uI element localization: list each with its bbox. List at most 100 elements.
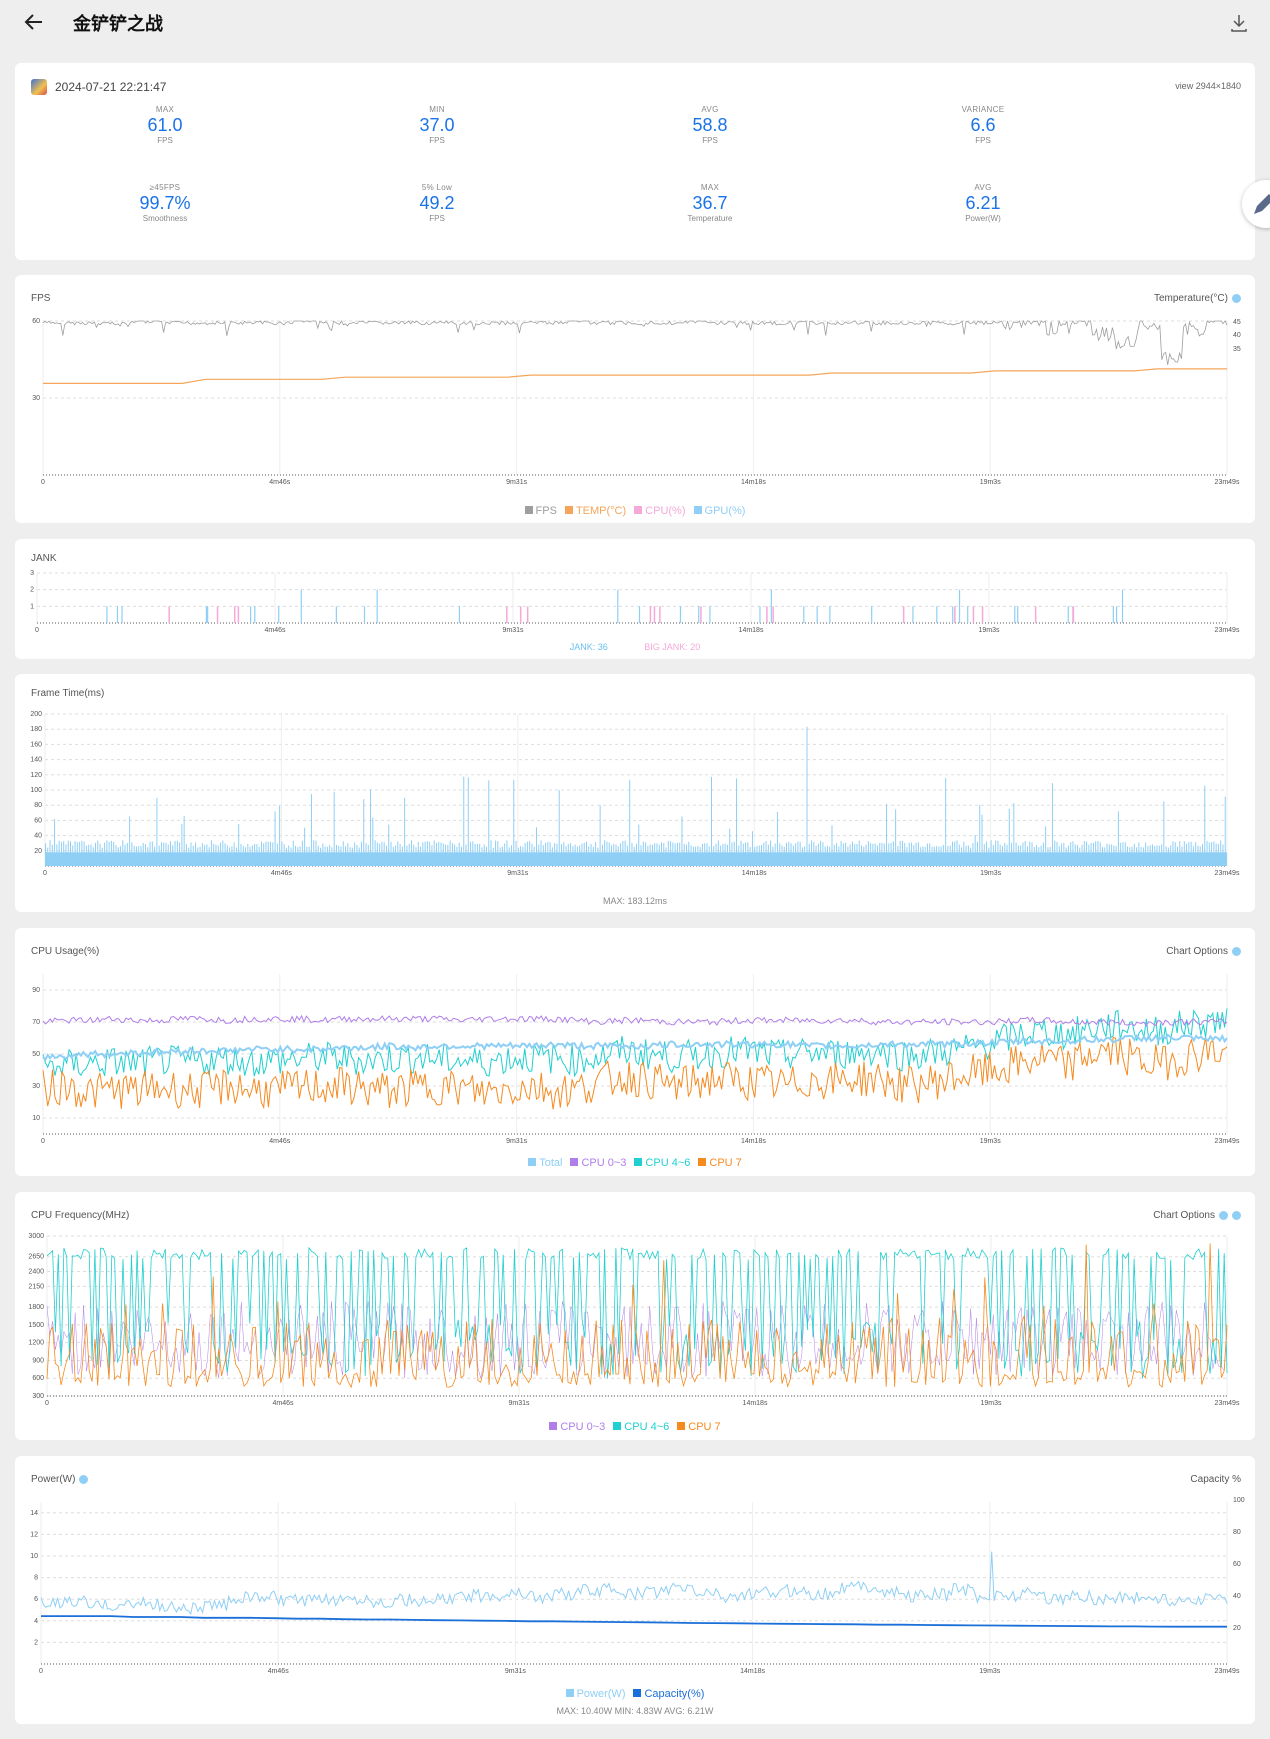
frametime-bar: [1165, 846, 1167, 866]
y-tick-label: 30: [32, 1083, 40, 1090]
metric-value: 37.0: [419, 115, 455, 135]
legend-item[interactable]: Power(W): [565, 1688, 625, 1700]
frametime-bar: [481, 847, 483, 866]
frametime-max: MAX: 183.12ms: [602, 896, 668, 906]
x-tick-label: 14m18s: [741, 1138, 766, 1145]
frametime-bar: [145, 844, 147, 866]
frametime-bar: [647, 845, 649, 866]
x-tick-label: 14m18s: [740, 1668, 765, 1675]
frametime-bar: [288, 845, 290, 866]
frametime-bar: [686, 844, 688, 866]
legend-item[interactable]: CPU 4~6: [634, 1157, 690, 1169]
frametime-bar: [1133, 843, 1135, 866]
frametime-bar: [131, 842, 133, 866]
frametime-bar: [367, 844, 369, 866]
frametime-bar: [576, 846, 578, 866]
frametime-bar: [776, 811, 778, 866]
legend-item[interactable]: CPU 7: [698, 1157, 742, 1169]
frametime-bar: [706, 843, 708, 866]
legend-item[interactable]: CPU 7: [677, 1421, 721, 1433]
frametime-bar: [263, 843, 265, 866]
frametime-bar: [920, 847, 922, 866]
fps-legend: FPS TEMP(°C) CPU(%) GPU(%): [15, 505, 1255, 517]
frametime-bar: [1115, 846, 1117, 866]
frametime-bar: [124, 844, 126, 866]
y-tick-label: 50: [32, 1051, 40, 1058]
frametime-bar: [606, 841, 608, 866]
frametime-bar: [892, 841, 894, 866]
frametime-bar: [604, 840, 606, 866]
y-right-tick-label: 40: [1233, 1593, 1241, 1600]
frametime-bar: [1179, 841, 1181, 866]
legend-item[interactable]: TEMP(°C): [564, 505, 626, 517]
frametime-bar: [224, 843, 226, 866]
frametime-bar: [270, 841, 272, 866]
frametime-bar: [736, 778, 738, 866]
x-tick-label: 9m31s: [506, 1138, 528, 1145]
frametime-bar: [333, 791, 335, 866]
big-jank-bar: [659, 606, 661, 623]
y-tick-label: 30: [32, 395, 40, 402]
frametime-bar: [76, 842, 78, 866]
frametime-bar: [495, 840, 497, 866]
frametime-bar: [101, 847, 103, 866]
frametime-bar: [717, 840, 719, 866]
frametime-bar: [501, 846, 503, 866]
legend-item[interactable]: Capacity(%): [633, 1688, 704, 1700]
y-tick-label: 70: [32, 1019, 40, 1026]
frametime-bar: [870, 843, 872, 866]
legend-item[interactable]: CPU 0~3: [549, 1421, 605, 1433]
frametime-bar: [1113, 845, 1115, 866]
chart-options-button[interactable]: Chart Options: [1153, 1210, 1241, 1221]
list-icon: [1232, 947, 1241, 956]
metric-unit: FPS: [429, 214, 445, 223]
frametime-bar: [1126, 846, 1128, 866]
big-jank-count: BIG JANK: 20: [644, 642, 701, 652]
edit-fab[interactable]: [1242, 180, 1270, 228]
frametime-bar: [485, 846, 487, 866]
frametime-bar: [79, 841, 81, 866]
y-tick-label: 10: [32, 1115, 40, 1122]
frametime-bar: [95, 842, 97, 866]
frametime-bar: [936, 846, 938, 866]
frametime-bar: [922, 846, 924, 866]
frametime-bar: [895, 809, 897, 866]
metric-unit: FPS: [975, 136, 991, 145]
frametime-bar: [581, 843, 583, 866]
metric-unit: FPS: [429, 136, 445, 145]
frametime-bar: [85, 845, 87, 866]
chart-options-button[interactable]: Chart Options: [1166, 946, 1241, 957]
frametime-bar: [115, 845, 117, 866]
frametime-bar: [1024, 840, 1026, 866]
legend-item[interactable]: Total: [528, 1157, 562, 1169]
frametime-bar: [1161, 844, 1163, 866]
frametime-bar: [442, 843, 444, 866]
power-title-text: Power(W): [31, 1474, 76, 1485]
frametime-bar: [599, 805, 601, 866]
legend-item[interactable]: CPU 4~6: [613, 1421, 669, 1433]
frametime-bar: [1090, 843, 1092, 866]
temperature-axis-label: Temperature(°C): [1154, 293, 1241, 304]
jank-bar: [952, 606, 954, 623]
y-tick-label: 14: [30, 1510, 38, 1517]
frametime-bar: [1206, 840, 1208, 866]
frametime-bar: [1220, 840, 1222, 866]
y-tick-label: 120: [30, 772, 42, 779]
grid: [40, 1502, 1228, 1664]
legend-item[interactable]: CPU(%): [634, 505, 686, 517]
frametime-bar: [997, 840, 999, 866]
legend-item[interactable]: GPU(%): [693, 505, 745, 517]
frametime-bar: [213, 843, 215, 866]
legend-item[interactable]: FPS: [524, 505, 557, 517]
legend-item[interactable]: CPU 0~3: [570, 1157, 626, 1169]
frametime-bar: [992, 845, 994, 866]
x-tick-label: 4m46s: [269, 1138, 291, 1145]
cpu-freq-line-1: [46, 1246, 1228, 1379]
jank-bar: [1067, 606, 1069, 623]
download-icon[interactable]: [1228, 12, 1250, 34]
frametime-bar: [851, 841, 853, 866]
frametime-bar: [620, 843, 622, 866]
arrow-left-icon[interactable]: [22, 10, 46, 34]
frametime-bar: [1074, 844, 1076, 866]
frametime-bar: [363, 799, 365, 866]
